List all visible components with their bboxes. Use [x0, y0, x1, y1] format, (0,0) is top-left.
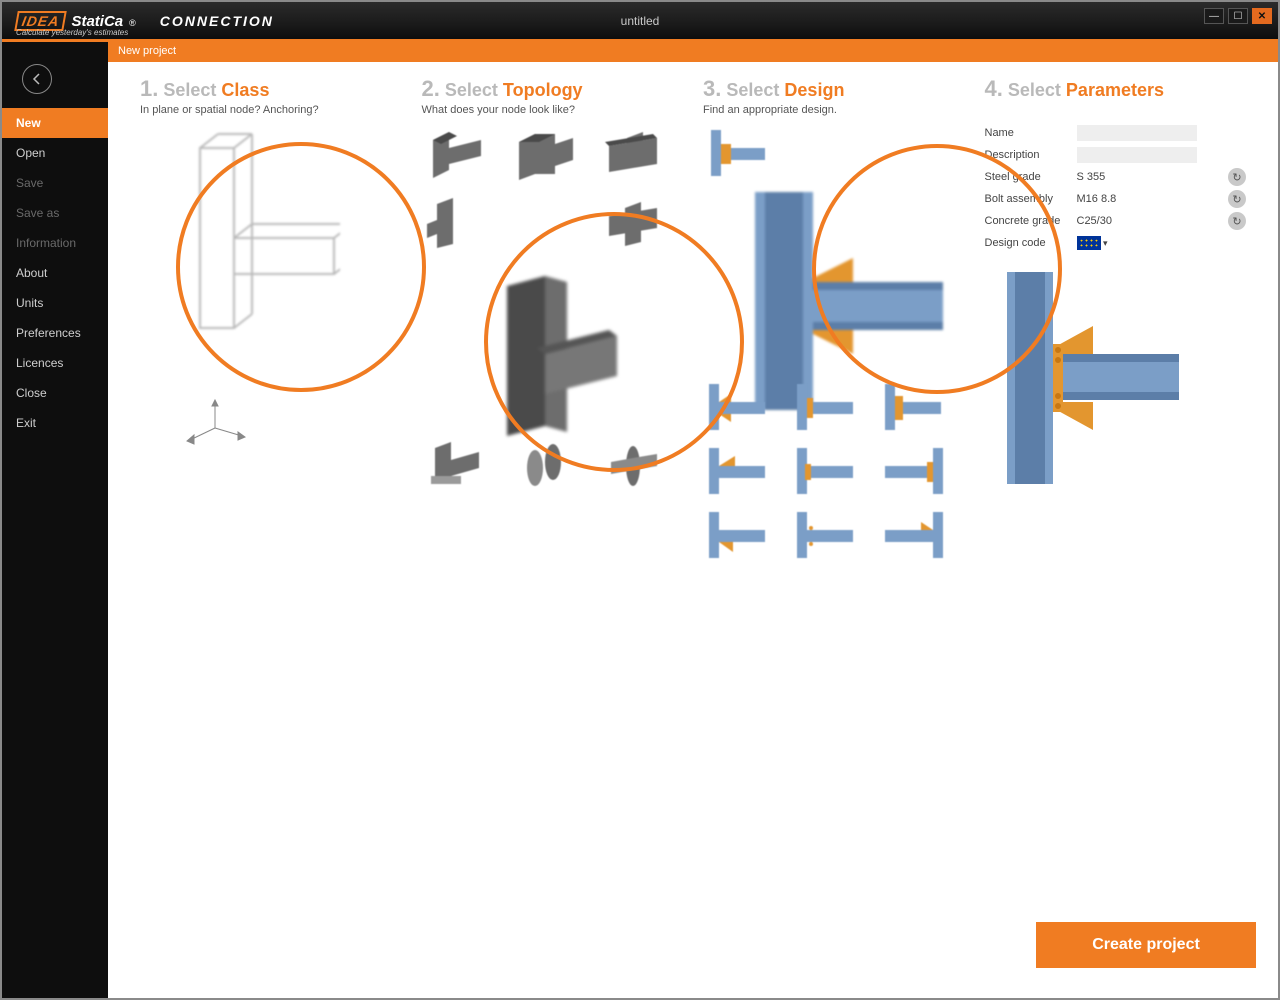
step-2-title: 2. Select Topology [422, 76, 684, 102]
arrow-left-icon [30, 72, 44, 86]
logo-tagline: Calculate yesterday's estimates [16, 28, 128, 37]
param-value-cell [1077, 147, 1247, 163]
sidebar-item-exit[interactable]: Exit [2, 408, 108, 438]
step-1-num: 1. [140, 76, 158, 101]
step-2-sub: What does your node look like? [422, 104, 684, 116]
sidebar-item-units[interactable]: Units [2, 288, 108, 318]
design-option[interactable] [879, 446, 949, 496]
param-value-cell: ▾ [1077, 236, 1247, 250]
param-label: Design code [985, 237, 1077, 249]
design-option[interactable] [879, 382, 949, 432]
param-input[interactable] [1077, 147, 1197, 163]
main-panel: New project 1. Select Class In plane or … [108, 42, 1278, 998]
param-label: Steel grade [985, 171, 1077, 183]
sidebar-item-open[interactable]: Open [2, 138, 108, 168]
step-2-num: 2. [422, 76, 440, 101]
param-row-steel-grade: Steel gradeS 355 ↻ [985, 166, 1247, 188]
design-option[interactable] [879, 510, 949, 560]
step-2-grey: Select [445, 80, 503, 100]
param-row-concrete-grade: Concrete gradeC25/30 ↻ [985, 210, 1247, 232]
param-label: Concrete grade [985, 215, 1077, 227]
step-3-sub: Find an appropriate design. [703, 104, 965, 116]
step-1-grey: Select [163, 80, 221, 100]
ribbon-header: New project [108, 42, 1278, 62]
param-label: Bolt assembly [985, 193, 1077, 205]
title-bar: IDEA StatiCa ® CONNECTION Calculate yest… [2, 2, 1278, 42]
logo-reg: ® [129, 18, 136, 28]
design-option[interactable] [703, 382, 773, 432]
back-button[interactable] [22, 64, 52, 94]
step-3-design: 3. Select Design Find an appropriate des… [693, 76, 975, 998]
sidebar-item-preferences[interactable]: Preferences [2, 318, 108, 348]
design-option[interactable] [703, 128, 773, 178]
step-4-parameters: 4. Select Parameters Name Description Stee… [975, 76, 1257, 998]
topology-option[interactable] [598, 128, 668, 182]
module-name: CONNECTION [160, 13, 274, 29]
step-3-title: 3. Select Design [703, 76, 965, 102]
topology-option[interactable] [598, 196, 668, 250]
step-2-topology: 2. Select Topology What does your node l… [412, 76, 694, 998]
param-input[interactable] [1077, 125, 1197, 141]
window-minimize-button[interactable]: — [1204, 8, 1224, 24]
param-value-cell [1077, 125, 1247, 141]
window-maximize-button[interactable]: ☐ [1228, 8, 1248, 24]
param-row-description: Description [985, 144, 1247, 166]
param-value-cell: S 355 [1077, 171, 1229, 183]
param-label: Description [985, 149, 1077, 161]
sidebar-item-save: Save [2, 168, 108, 198]
step-1-accent: Class [221, 80, 269, 100]
step-3-grey: Select [726, 80, 784, 100]
step-4-num: 4. [985, 76, 1003, 101]
param-row-bolt-assembly: Bolt assemblyM16 8.8 ↻ [985, 188, 1247, 210]
param-value: C25/30 [1077, 215, 1112, 227]
step-1-title: 1. Select Class [140, 76, 402, 102]
topology-option[interactable] [422, 128, 492, 182]
logo-name: StatiCa [71, 13, 123, 30]
step-4-accent: Parameters [1066, 80, 1164, 100]
sidebar-item-save-as: Save as [2, 198, 108, 228]
param-value-cell: M16 8.8 [1077, 193, 1229, 205]
design-option[interactable] [791, 510, 861, 560]
document-title: untitled [621, 14, 660, 28]
param-value: S 355 [1077, 171, 1106, 183]
reset-button[interactable]: ↻ [1228, 212, 1246, 230]
reset-button[interactable]: ↻ [1228, 190, 1246, 208]
axes-icon [180, 398, 250, 448]
reset-button[interactable]: ↻ [1228, 168, 1246, 186]
step-3-accent: Design [784, 80, 844, 100]
sidebar-item-close[interactable]: Close [2, 378, 108, 408]
param-value-cell: C25/30 [1077, 215, 1229, 227]
step-3-num: 3. [703, 76, 721, 101]
param-label: Name [985, 127, 1077, 139]
param-row-design-code: Design code ▾ [985, 232, 1247, 254]
param-row-name: Name [985, 122, 1247, 144]
dropdown-caret-icon[interactable]: ▾ [1101, 238, 1108, 248]
sidebar-item-new[interactable]: New [2, 108, 108, 138]
sidebar-item-licences[interactable]: Licences [2, 348, 108, 378]
design-option[interactable] [791, 446, 861, 496]
design-option[interactable] [791, 382, 861, 432]
sidebar-item-about[interactable]: About [2, 258, 108, 288]
param-value: M16 8.8 [1077, 193, 1117, 205]
design-option[interactable] [703, 510, 773, 560]
sidebar: NewOpenSaveSave asInformationAboutUnitsP… [2, 42, 108, 998]
topology-option[interactable] [510, 128, 580, 182]
topology-option[interactable] [422, 196, 492, 250]
topology-selected[interactable] [442, 256, 652, 466]
create-project-button[interactable]: Create project [1036, 922, 1256, 968]
parameters-form: NameDescriptionSteel gradeS 355↻Bolt ass… [985, 122, 1247, 254]
step-4-grey: Select [1008, 80, 1066, 100]
sidebar-item-information: Information [2, 228, 108, 258]
eu-flag-icon[interactable] [1077, 236, 1101, 250]
window-close-button[interactable]: ✕ [1252, 8, 1272, 24]
step-1-sub: In plane or spatial node? Anchoring? [140, 104, 402, 116]
class-wireframe[interactable] [140, 128, 340, 368]
step-2-accent: Topology [503, 80, 583, 100]
design-preview [985, 268, 1185, 488]
design-option[interactable] [703, 446, 773, 496]
step-1-class: 1. Select Class In plane or spatial node… [130, 76, 412, 998]
design-grid-lower [703, 382, 949, 560]
step-4-title: 4. Select Parameters [985, 76, 1247, 102]
